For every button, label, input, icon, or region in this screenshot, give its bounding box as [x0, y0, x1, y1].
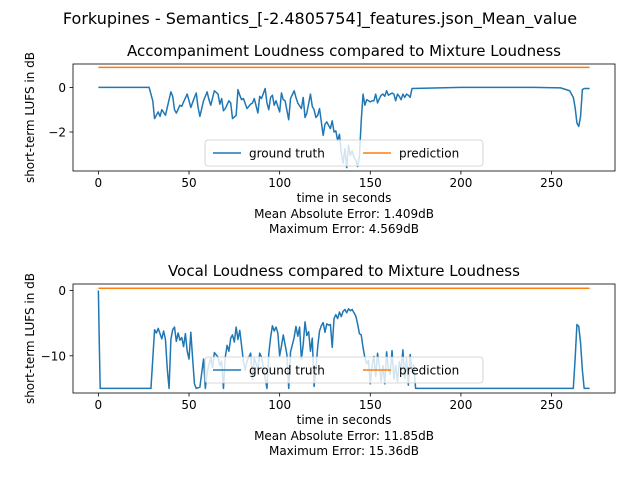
chart-title: Accompaniment Loudness compared to Mixtu…	[127, 42, 561, 60]
x-tick-label: 250	[540, 398, 563, 412]
y-axis-label: short-term LUFS in dB	[23, 52, 37, 183]
legend: ground truth prediction	[204, 139, 484, 167]
axes-frame	[72, 283, 616, 394]
x-tick-label: 0	[95, 398, 103, 412]
x-tick-label: 200	[449, 398, 472, 412]
y-tick-label: 0	[58, 81, 66, 95]
figure-suptitle: Forkupines - Semantics_[-2.4805754]_feat…	[63, 9, 577, 29]
y-tick-label: 0	[58, 284, 66, 298]
legend-label: ground truth	[249, 147, 325, 161]
legend-box	[204, 139, 484, 167]
error-stat: Mean Absolute Error: 11.85dB	[254, 429, 434, 443]
series-line-ground-truth	[98, 86, 590, 169]
x-tick-label: 50	[181, 398, 196, 412]
y-axis-label: short-term LUFS in dB	[23, 273, 37, 404]
legend-label: ground truth	[249, 364, 325, 378]
chart-vocal: Vocal Loudness compared to Mixture Loudn…	[23, 262, 616, 458]
y-tick-label: −2	[48, 125, 66, 139]
error-stat: Mean Absolute Error: 1.409dB	[254, 207, 434, 221]
x-tick-label: 0	[95, 176, 103, 190]
x-tick-label: 200	[449, 176, 472, 190]
legend-box	[204, 356, 484, 384]
chart-title: Vocal Loudness compared to Mixture Loudn…	[168, 262, 520, 280]
x-tick-label: 100	[268, 398, 291, 412]
chart-accompaniment: Accompaniment Loudness compared to Mixtu…	[23, 42, 616, 236]
x-tick-label: 150	[359, 398, 382, 412]
legend-label: prediction	[399, 364, 459, 378]
legend-label: prediction	[399, 147, 459, 161]
legend: ground truth prediction	[204, 356, 484, 384]
x-axis-label: time in seconds	[297, 191, 392, 205]
error-stat: Maximum Error: 15.36dB	[269, 444, 419, 458]
x-tick-label: 50	[181, 176, 196, 190]
x-tick-label: 250	[540, 176, 563, 190]
y-tick-label: −10	[41, 349, 66, 363]
x-axis-label: time in seconds	[297, 413, 392, 427]
x-tick-label: 150	[359, 176, 382, 190]
axes-frame	[72, 63, 616, 172]
x-tick-label: 100	[268, 176, 291, 190]
error-stat: Maximum Error: 4.569dB	[269, 222, 419, 236]
series-group	[98, 66, 590, 169]
